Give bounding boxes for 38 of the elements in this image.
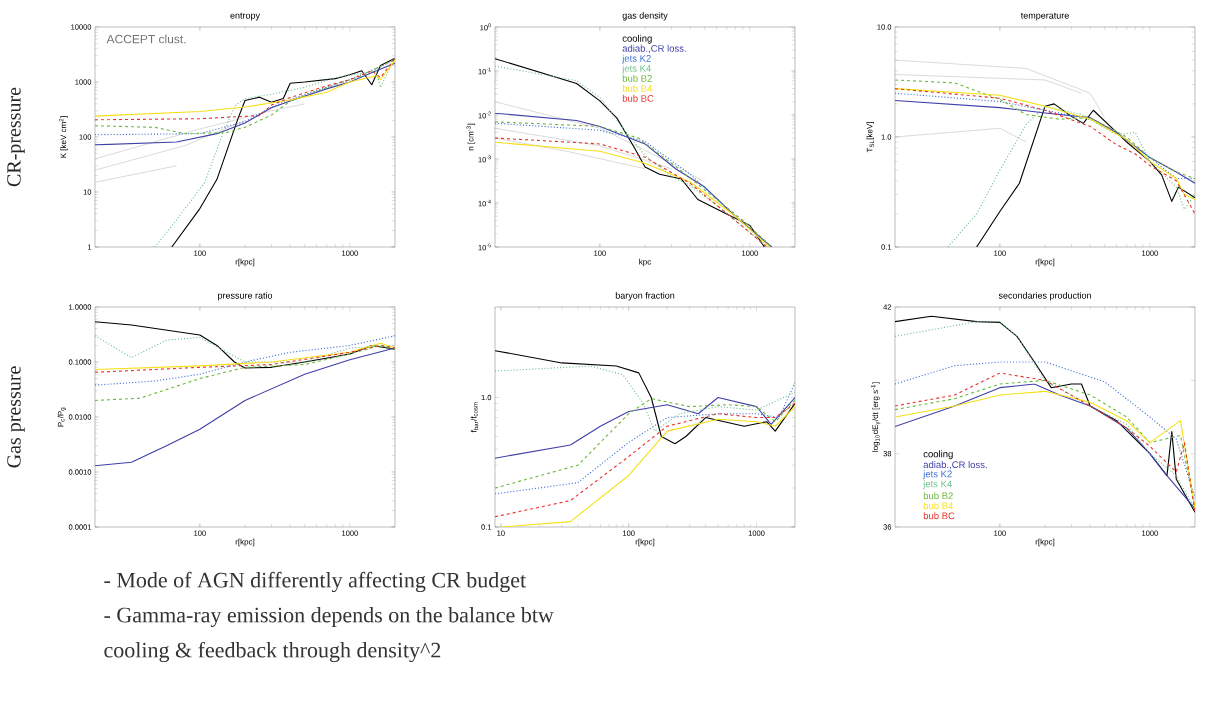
text: jets K4 bbox=[922, 480, 952, 490]
text: Gas pressure bbox=[7, 366, 25, 468]
text: cooling bbox=[923, 450, 953, 460]
text: adiab.,CR loss. bbox=[923, 461, 987, 470]
text: bub B2 bbox=[622, 74, 652, 82]
y-axis-title: log$_{10}$dE$_{γ}$/dt [erg s$^{-1}$] bbox=[871, 382, 881, 452]
text: jets K2 bbox=[922, 470, 952, 480]
text: bub B4 bbox=[622, 84, 653, 92]
text: bub BC bbox=[923, 512, 955, 520]
text: jets K2 bbox=[621, 54, 651, 64]
chart-title: entropy bbox=[230, 12, 260, 21]
text: bub BC bbox=[622, 94, 654, 102]
chart-title: baryon fraction bbox=[615, 292, 675, 301]
y-axis-title: K [keV cm$^{2}$] bbox=[59, 116, 68, 158]
chart-title: temperature bbox=[1020, 12, 1069, 21]
chart-title: secondaries production bbox=[998, 292, 1091, 301]
x-axis-title: r[kpc] bbox=[235, 258, 255, 267]
text: jets K4 bbox=[621, 64, 651, 74]
text: CR-pressure bbox=[7, 87, 25, 187]
text: cooling bbox=[622, 34, 652, 44]
annotation: ACCEPT clust. bbox=[106, 34, 186, 44]
text: - Mode of AGN differently affecting CR budget bbox=[104, 571, 527, 593]
chart-title: gas density bbox=[622, 12, 668, 21]
text: adiab.,CR loss. bbox=[622, 44, 686, 53]
x-axis-title: r[kpc] bbox=[1035, 538, 1055, 547]
chart-title: pressure ratio bbox=[218, 292, 273, 301]
x-axis-title: r[kpc] bbox=[235, 538, 255, 547]
text: cooling & feedback through density^2 bbox=[104, 641, 441, 663]
y-axis-title: n [cm$^{-3}$] bbox=[466, 123, 476, 151]
text: bub B2 bbox=[923, 492, 953, 500]
text: bub B4 bbox=[923, 502, 954, 510]
x-axis-title: kpc bbox=[639, 258, 652, 267]
text: - Gamma-ray emission depends on the balance btw bbox=[104, 607, 554, 628]
y-axis-title: T$_{SL}$[keV] bbox=[866, 122, 875, 153]
x-axis-title: r[kpc] bbox=[1035, 258, 1055, 267]
y-axis-title: P$_{c}$/P$_{g}$ bbox=[57, 407, 66, 427]
y-axis-title: f$_{bar}$/f$_{cosm}$ bbox=[470, 402, 479, 433]
x-axis-title: r[kpc] bbox=[635, 538, 655, 547]
